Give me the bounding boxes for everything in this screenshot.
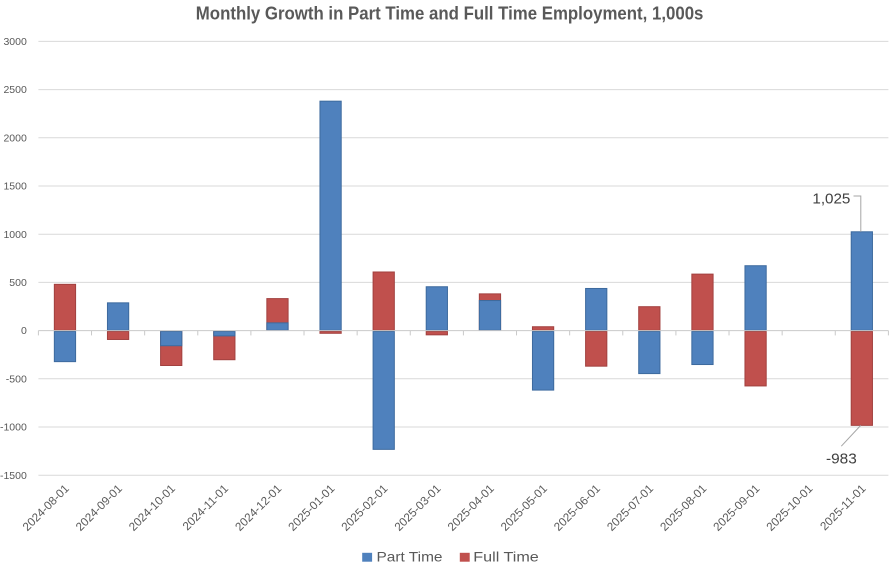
svg-text:-500: -500 [6, 373, 27, 385]
svg-text:0: 0 [21, 325, 27, 337]
svg-text:-1500: -1500 [0, 470, 27, 482]
svg-text:Part Time: Part Time [377, 549, 443, 565]
svg-text:1,025: 1,025 [812, 190, 850, 207]
svg-text:500: 500 [9, 277, 27, 289]
svg-text:Monthly Growth in Part Time an: Monthly Growth in Part Time and Full Tim… [196, 3, 704, 23]
svg-text:2500: 2500 [3, 84, 27, 96]
svg-text:1000: 1000 [3, 229, 27, 241]
svg-text:Full Time: Full Time [473, 549, 539, 565]
svg-text:-1000: -1000 [0, 422, 27, 434]
svg-text:2000: 2000 [3, 132, 27, 144]
svg-text:1500: 1500 [3, 181, 27, 193]
svg-text:-983: -983 [826, 451, 857, 468]
svg-text:3000: 3000 [3, 36, 27, 48]
